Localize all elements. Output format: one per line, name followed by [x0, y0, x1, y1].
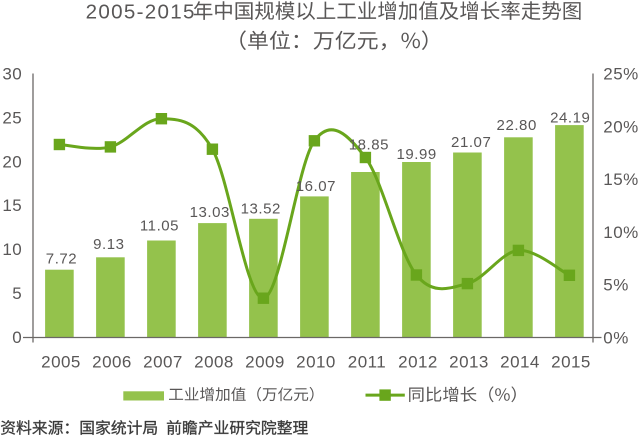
svg-text:20%: 20%: [603, 117, 638, 136]
svg-text:5: 5: [12, 284, 22, 303]
svg-text:30: 30: [2, 65, 22, 84]
svg-text:2006: 2006: [92, 352, 132, 371]
svg-text:22.80: 22.80: [497, 117, 537, 134]
svg-text:20: 20: [2, 152, 22, 171]
svg-text:11.05: 11.05: [140, 218, 179, 235]
svg-text:25: 25: [2, 108, 22, 127]
svg-text:2015: 2015: [551, 352, 591, 371]
svg-text:2008: 2008: [194, 352, 234, 371]
svg-text:15%: 15%: [603, 170, 638, 189]
svg-text:16.07: 16.07: [296, 178, 336, 195]
svg-text:2009: 2009: [245, 352, 285, 371]
svg-text:2005: 2005: [41, 352, 81, 371]
svg-text:10%: 10%: [603, 223, 638, 242]
svg-text:2012: 2012: [398, 352, 438, 371]
svg-text:2005-2015: 2005-2015: [86, 0, 196, 23]
svg-text:13.52: 13.52: [241, 201, 281, 218]
svg-text:0%: 0%: [603, 328, 629, 347]
svg-text:10: 10: [2, 240, 22, 259]
svg-text:9.13: 9.13: [93, 236, 124, 253]
svg-text:0: 0: [12, 328, 22, 347]
svg-text:2010: 2010: [296, 352, 336, 371]
svg-text:15: 15: [2, 196, 22, 215]
svg-text:5%: 5%: [603, 276, 629, 295]
svg-text:25%: 25%: [603, 65, 638, 84]
svg-text:2014: 2014: [500, 352, 540, 371]
svg-text:19.99: 19.99: [396, 146, 436, 163]
svg-text:21.07: 21.07: [451, 134, 491, 151]
svg-text:2007: 2007: [143, 352, 183, 371]
svg-text:2011: 2011: [348, 352, 386, 371]
svg-text:7.72: 7.72: [46, 251, 77, 268]
svg-text:2013: 2013: [449, 352, 489, 371]
svg-text:13.03: 13.03: [190, 204, 230, 221]
svg-text:18.85: 18.85: [349, 137, 389, 154]
svg-text:24.19: 24.19: [550, 110, 590, 127]
